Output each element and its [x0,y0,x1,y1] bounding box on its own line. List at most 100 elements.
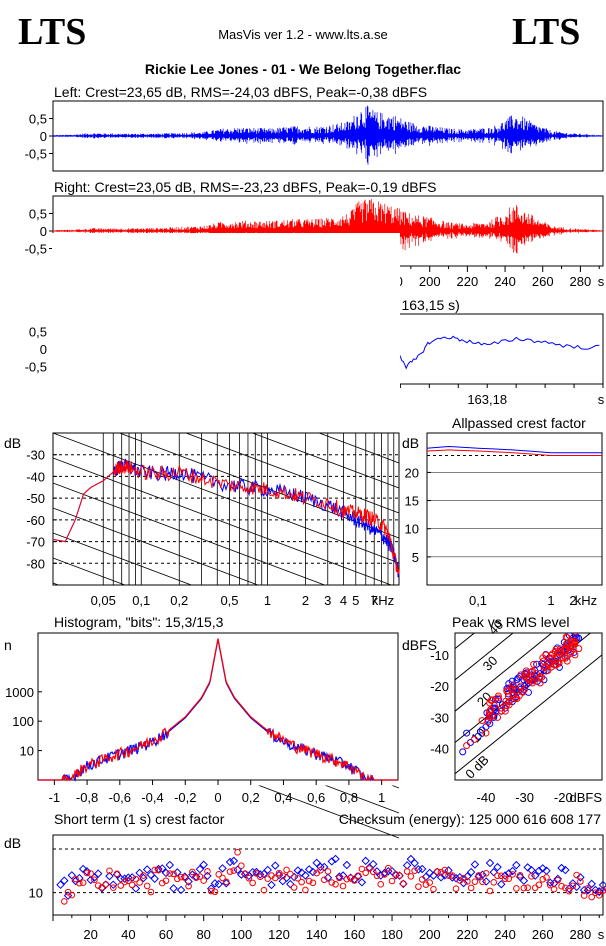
short-term-crest-point [219,874,226,882]
histogram-ytick: 100 [12,714,34,729]
short-term-crest-point [76,879,83,887]
loudest-part-xtick: 163,18 [467,392,507,407]
short-term-crest-point [436,873,446,882]
short-term-crest-point [362,869,369,877]
short-term-crest-xtick: 160 [344,927,366,942]
short-term-crest-point [67,871,77,880]
peak-vs-rms-point [563,633,571,641]
short-term-crest-point [358,865,366,873]
peak-vs-rms-point [466,738,474,746]
short-term-crest-point [68,891,76,899]
short-term-crest-xtick: s [598,927,605,942]
short-term-crest-point [174,875,181,883]
short-term-crest-point [542,866,551,876]
peak-vs-rms-point [548,650,556,658]
short-term-crest-point [516,872,524,879]
loudest-part-ytick: -0,5 [25,360,47,375]
right-waveform-ytick: 0,5 [29,207,47,222]
short-term-crest-point [407,873,415,880]
short-term-crest-xtick: 40 [121,927,135,942]
right-waveform-xtick: 200 [419,274,441,289]
short-term-crest-point [181,874,189,881]
allpassed-crest-frame [426,432,603,586]
right-waveform-xtick: 280 [570,274,592,289]
short-term-crest-point [373,872,381,880]
peak-vs-rms-point [528,668,536,676]
short-term-crest-point [177,873,185,881]
short-term-crest-point [400,880,407,887]
peak-vs-rms-diagonal [455,633,592,744]
short-term-crest-point [290,884,298,891]
short-term-crest-point [384,864,392,872]
peak-vs-rms-point [494,692,502,700]
short-term-crest-point [150,874,159,883]
peak-vs-rms-frame [454,632,603,781]
avg-spectrum-xtick: 4 [340,593,347,608]
short-term-crest-xtick: 180 [381,927,403,942]
short-term-crest-point [222,878,231,888]
peak-vs-rms-point [487,696,495,704]
short-term-crest-point [494,872,501,880]
short-term-crest-point [83,869,91,877]
peak-vs-rms-point [526,676,534,684]
histogram-xtick: -0,2 [174,790,196,805]
allpassed-crest-ytick: 10 [405,522,419,537]
histogram-ytick: 10 [20,744,34,759]
peak-vs-rms-diagonal [455,633,553,712]
histogram-xtick: -1 [49,790,61,805]
short-term-crest-point [294,874,302,882]
peak-vs-rms-xlabel: dBFS [569,790,602,805]
peak-vs-rms-point [463,742,471,750]
histogram-xtick: -0,6 [109,790,131,805]
peak-vs-rms-point [488,712,496,720]
short-term-crest-point [249,879,256,887]
short-term-crest-point [524,884,531,892]
right-waveform-title: Right: Crest=23,05 dB, RMS=-23,23 dBFS, … [54,179,436,195]
short-term-crest-point [117,882,125,889]
short-term-crest-point [135,868,144,878]
right-waveform-xtick: 240 [494,274,516,289]
peak-vs-rms-point [530,660,538,668]
short-term-crest-point [225,857,235,867]
allpassed-crest-series-0 [426,445,602,454]
short-term-crest-point [125,877,132,885]
short-term-crest-point [238,862,245,870]
peak-vs-rms-diagonal-label: 30 [480,653,501,674]
peak-vs-rms-point [528,667,536,675]
short-term-crest-point [426,879,434,886]
short-term-crest-point [406,854,416,864]
short-term-crest-point [441,866,449,874]
short-term-crest-point [328,879,336,886]
app-version: MasVis ver 1.2 - www.lts.a.se [218,27,388,42]
short-term-crest-xtick: 280 [570,927,592,942]
histogram-title: Histogram, "bits": 15,3/15,3 [54,614,224,630]
short-term-crest-point [158,864,167,873]
short-term-crest-point [493,862,502,872]
short-term-crest-point [241,870,249,878]
short-term-crest-point [336,874,343,882]
short-term-crest-point [317,866,324,874]
right-waveform-xtick: 220 [457,274,479,289]
short-term-crest-point [142,865,152,874]
plots-layer: Left: Crest=23,65 dB, RMS=-24,03 dBFS, P… [4,84,606,942]
short-term-crest-point [189,868,196,876]
peak-vs-rms-point [569,642,577,650]
short-term-crest-point [132,875,140,883]
short-term-crest-point [301,871,310,880]
peak-vs-rms-ytick: -20 [430,679,449,694]
short-term-crest-point [467,884,475,892]
peak-vs-rms-point [470,735,478,743]
short-term-crest-point [260,886,268,894]
histogram-xtick: 0,2 [242,790,260,805]
short-term-crest-point [195,864,205,874]
avg-spectrum-frame [52,432,400,586]
peak-vs-rms-point [571,651,579,659]
allpassed-crest-series-1 [426,449,602,456]
short-term-crest-point [343,875,351,883]
short-term-crest-point [199,860,208,869]
short-term-crest-point [501,875,509,883]
histogram-series-1 [38,638,398,782]
short-term-crest-point [102,881,110,888]
short-term-crest-point [490,879,498,886]
